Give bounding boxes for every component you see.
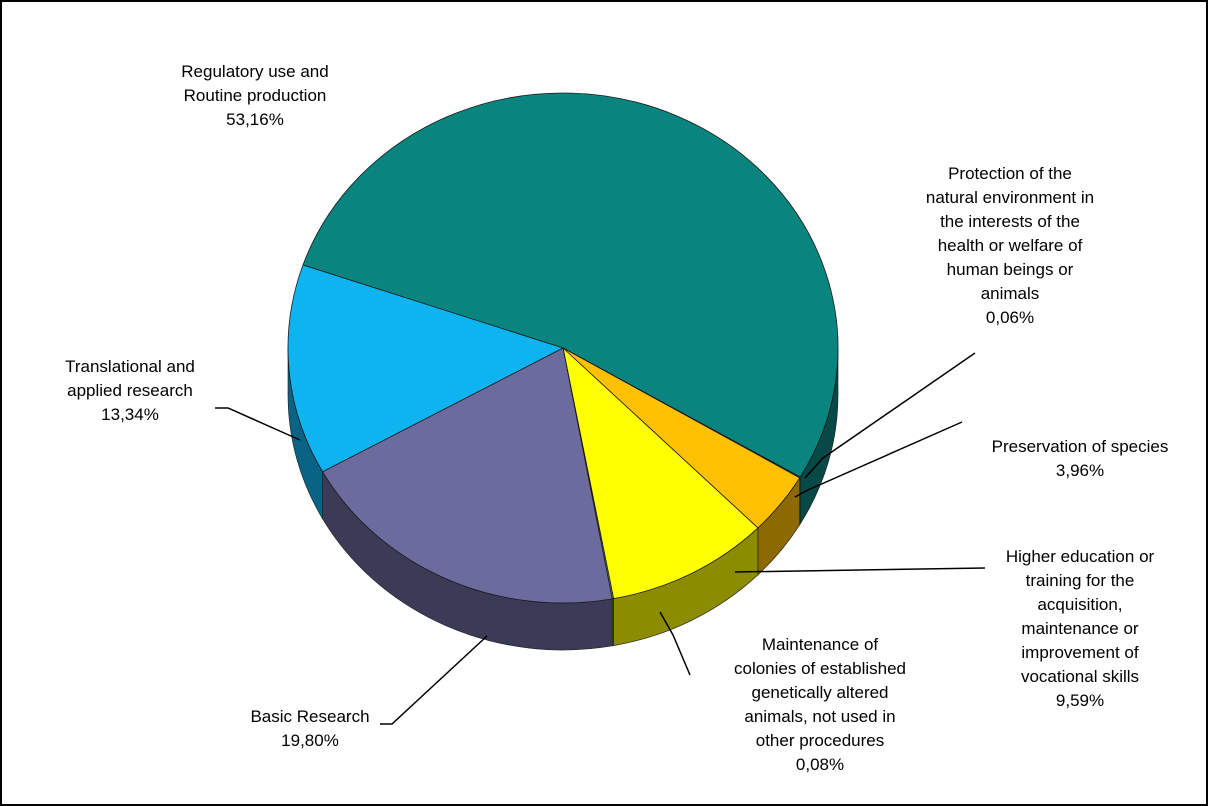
pie-sides xyxy=(287,347,839,651)
label-maintenance-value: 0,08% xyxy=(795,755,845,774)
label-translational-line: applied research xyxy=(67,381,193,400)
label-education-line: maintenance or xyxy=(1021,619,1139,638)
label-education-value: 9,59% xyxy=(1055,691,1105,710)
label-education-line: Higher education or xyxy=(1005,547,1155,566)
leader-line xyxy=(215,407,301,441)
label-preservation-line: Preservation of species xyxy=(991,437,1169,456)
label-protection-line: the interests of the xyxy=(940,212,1080,231)
leader-line xyxy=(380,635,488,725)
label-education: Higher education or training for the acq… xyxy=(975,545,1185,713)
label-education-line: acquisition, xyxy=(1037,595,1123,614)
label-protection-line: natural environment in xyxy=(925,188,1095,207)
label-protection-line: Protection of the xyxy=(948,164,1072,183)
leader-line xyxy=(659,611,691,676)
pie-slice xyxy=(562,346,759,600)
label-maintenance-line: other procedures xyxy=(755,731,885,750)
label-education-line: training for the xyxy=(1025,571,1135,590)
label-maintenance-line: Maintenance of xyxy=(761,635,879,654)
pie-slices xyxy=(287,92,839,604)
label-maintenance-line: animals, not used in xyxy=(744,707,896,726)
label-basic: Basic Research 19,80% xyxy=(210,705,410,753)
label-protection-line: health or welfare of xyxy=(937,236,1083,255)
label-protection-line: animals xyxy=(980,284,1040,303)
label-maintenance-line: genetically altered xyxy=(751,683,889,702)
label-education-line: improvement of xyxy=(1021,643,1139,662)
label-basic-line: Basic Research xyxy=(250,707,370,726)
label-preservation: Preservation of species 3,96% xyxy=(960,435,1200,483)
label-regulatory-line: Routine production xyxy=(183,86,327,105)
label-education-line: vocational skills xyxy=(1020,667,1140,686)
label-maintenance-line: colonies of established xyxy=(733,659,906,678)
label-regulatory: Regulatory use and Routine production 53… xyxy=(120,60,390,132)
label-regulatory-line: Regulatory use and xyxy=(181,62,329,81)
label-translational-line: Translational and xyxy=(65,357,195,376)
label-basic-value: 19,80% xyxy=(281,731,339,750)
leader-line xyxy=(794,421,963,498)
label-translational-value: 13,34% xyxy=(101,405,159,424)
leader-lines xyxy=(215,352,986,725)
label-protection-line: human beings or xyxy=(946,260,1074,279)
pie-slice xyxy=(287,264,565,473)
leader-line xyxy=(804,352,976,479)
label-protection-value: 0,06% xyxy=(985,308,1035,327)
pie-slice xyxy=(321,347,613,604)
label-protection: Protection of the natural environment in… xyxy=(880,162,1140,330)
label-preservation-value: 3,96% xyxy=(1055,461,1105,480)
pie-slice xyxy=(302,92,839,478)
label-regulatory-value: 53,16% xyxy=(226,110,284,129)
label-translational: Translational and applied research 13,34… xyxy=(30,355,230,427)
leader-line xyxy=(734,567,986,573)
label-maintenance: Maintenance of colonies of established g… xyxy=(690,633,950,777)
